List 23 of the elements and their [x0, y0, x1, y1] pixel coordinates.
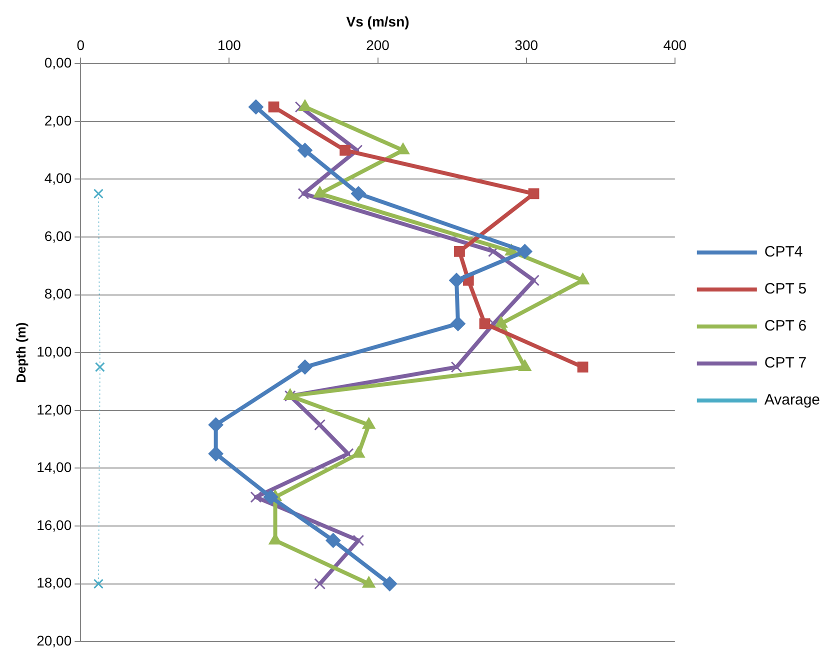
y-tick-label: 18,00	[36, 574, 72, 591]
y-tick-label: 20,00	[36, 632, 72, 648]
y-tick-label: 14,00	[36, 459, 72, 476]
y-tick-label: 0,00	[44, 54, 72, 70]
y-tick-label: 16,00	[36, 516, 72, 533]
y-tick-label: 12,00	[36, 401, 72, 418]
y-tick-label: 2,00	[44, 112, 72, 128]
legend-label: CPT 7	[764, 354, 807, 372]
y-tick-label: 4,00	[44, 170, 72, 186]
x-axis-title: Vs (m/sn)	[346, 13, 410, 30]
y-tick-label: 10,00	[36, 343, 72, 360]
x-tick-label: 100	[218, 37, 242, 54]
y-axis-title: Depth (m)	[13, 322, 28, 383]
y-tick-label: 6,00	[44, 228, 72, 244]
x-tick-label: 200	[366, 37, 390, 54]
x-tick-label: 400	[663, 37, 687, 54]
x-tick-label: 300	[514, 37, 538, 54]
legend-label: CPT 6	[764, 318, 807, 335]
y-tick-label: 8,00	[44, 286, 72, 302]
legend-label: CPT4	[764, 244, 803, 261]
x-tick-label: 0	[76, 37, 85, 54]
legend-label: Avarage	[764, 392, 820, 409]
legend-label: CPT 5	[764, 280, 807, 298]
